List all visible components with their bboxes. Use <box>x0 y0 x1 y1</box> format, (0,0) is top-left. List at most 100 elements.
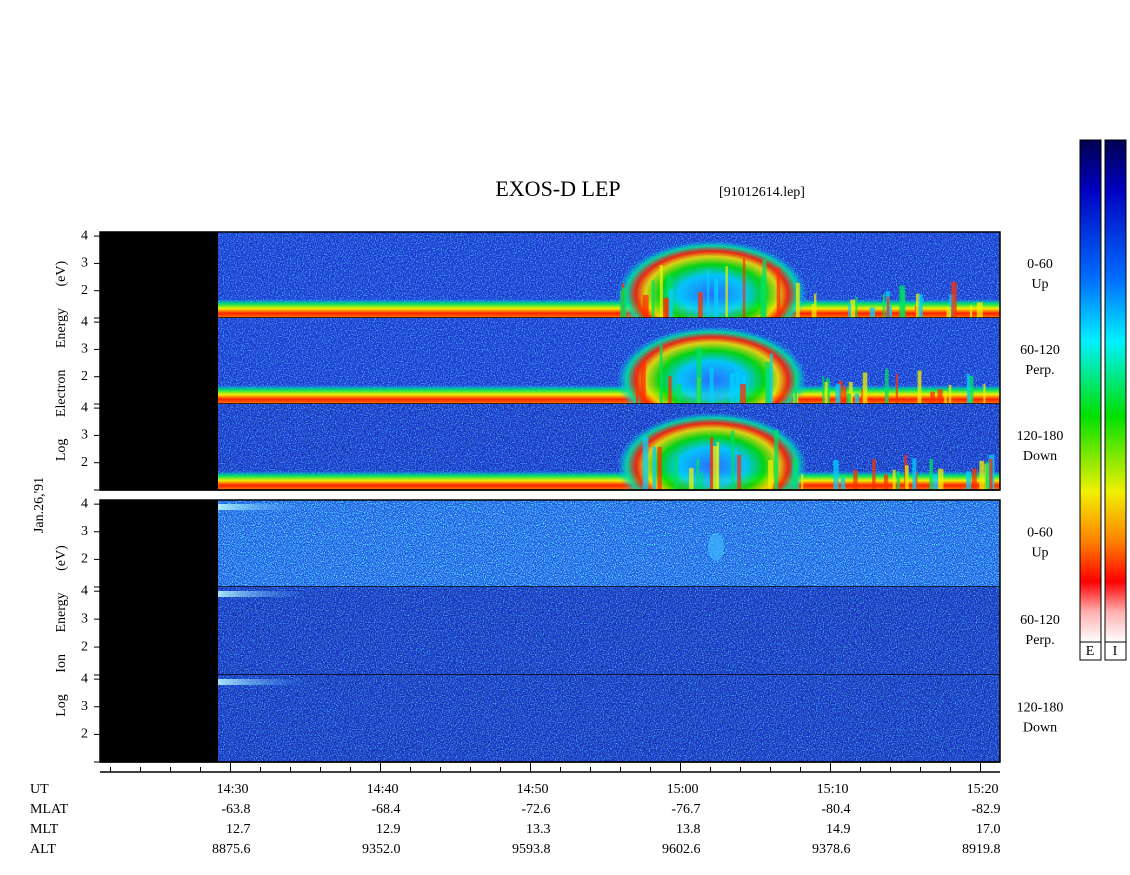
spectrogram-panel <box>100 318 1000 405</box>
streak <box>697 292 703 318</box>
row-label: ALT <box>30 842 56 857</box>
streak <box>712 445 718 490</box>
streak <box>971 468 977 490</box>
y-tick-label: 2 <box>81 639 88 654</box>
streak <box>794 369 798 404</box>
orbit-value: -76.7 <box>671 802 700 817</box>
streak <box>825 378 830 404</box>
streak <box>668 376 672 404</box>
panel-image <box>218 675 1000 762</box>
streak <box>888 306 893 318</box>
panel-frame <box>99 231 1001 491</box>
streak <box>932 474 939 490</box>
streak <box>659 344 663 404</box>
streak <box>677 383 682 404</box>
channel-direction: Up <box>1031 546 1048 561</box>
streak <box>886 296 890 318</box>
y-tick-label: 2 <box>81 369 88 384</box>
streak <box>765 361 771 404</box>
streak <box>944 390 947 404</box>
data-gap <box>100 500 218 587</box>
streak <box>776 267 781 318</box>
streak <box>872 459 876 490</box>
streak <box>918 294 923 318</box>
orbit-value: -72.6 <box>521 802 550 817</box>
x-tick-label: 14:50 <box>517 782 549 797</box>
streak <box>651 280 655 318</box>
orbit-value: 17.0 <box>976 822 1001 837</box>
streak <box>948 384 952 404</box>
streak <box>811 304 815 318</box>
x-tick-label: 15:10 <box>817 782 849 797</box>
channel-range: 120-180 <box>1017 701 1064 716</box>
streak <box>896 471 900 490</box>
streak <box>892 469 896 490</box>
y-tick-label: 4 <box>81 496 88 511</box>
spectrogram-panel <box>100 500 1000 588</box>
streak <box>861 388 864 404</box>
y-tick-label: 3 <box>81 611 88 626</box>
streak <box>768 460 773 490</box>
streak <box>969 305 973 318</box>
streak <box>822 376 825 404</box>
channel-range: 60-120 <box>1020 613 1060 628</box>
streak <box>674 457 679 490</box>
channel-range: 0-60 <box>1027 526 1053 541</box>
streak <box>824 382 828 404</box>
y-tick-label: 2 <box>81 727 88 742</box>
row-label: MLT <box>30 822 59 837</box>
noise <box>218 500 1000 587</box>
orbit-value: 9602.6 <box>662 842 701 857</box>
streak <box>929 459 933 490</box>
streak <box>652 446 657 490</box>
streak <box>869 307 876 318</box>
orbit-value: -82.9 <box>971 802 1000 817</box>
orbit-value: 12.9 <box>376 822 401 837</box>
streak <box>635 367 639 404</box>
streak <box>707 269 710 318</box>
x-tick-label: 15:20 <box>967 782 999 797</box>
data-gap <box>100 587 218 675</box>
streak <box>689 468 694 490</box>
streak <box>846 393 851 404</box>
ion-streak <box>218 591 308 597</box>
channel-direction: Down <box>1023 449 1057 464</box>
spectrogram-panel <box>100 404 1000 491</box>
orbit-value: 9352.0 <box>362 842 401 857</box>
data-gap <box>100 318 218 404</box>
y-tick-label: 4 <box>81 671 88 686</box>
streak <box>774 429 779 490</box>
streak <box>664 298 670 318</box>
colorbar-label: E <box>1086 644 1095 659</box>
low-energy-band <box>218 385 1000 404</box>
streak <box>901 289 906 318</box>
streak <box>895 374 898 404</box>
streak <box>760 275 766 318</box>
streak <box>985 461 991 490</box>
streak <box>729 373 735 404</box>
orbit-value: 13.3 <box>526 822 551 837</box>
streak <box>740 384 746 404</box>
streak <box>882 293 885 318</box>
streak <box>668 289 674 318</box>
orbit-value: 8919.8 <box>962 842 1001 857</box>
x-tick-label: 14:40 <box>367 782 399 797</box>
date: Jan.26,'91 <box>32 477 47 533</box>
streak <box>989 458 993 490</box>
spectrogram-panel <box>100 587 1000 676</box>
streak <box>696 348 702 404</box>
panel-image <box>218 232 1000 318</box>
panel-frame <box>99 499 1001 763</box>
streak <box>796 479 799 490</box>
streak <box>937 468 944 490</box>
channel-direction: Perp. <box>1025 363 1054 378</box>
streak <box>737 454 742 490</box>
streak <box>657 446 662 490</box>
streak <box>983 384 986 404</box>
streak <box>843 386 847 404</box>
data-gap <box>100 404 218 490</box>
orbit-value: 13.8 <box>676 822 701 837</box>
orbit-value: 14.9 <box>826 822 851 837</box>
streak <box>979 460 985 490</box>
orbit-value: -63.8 <box>221 802 250 817</box>
